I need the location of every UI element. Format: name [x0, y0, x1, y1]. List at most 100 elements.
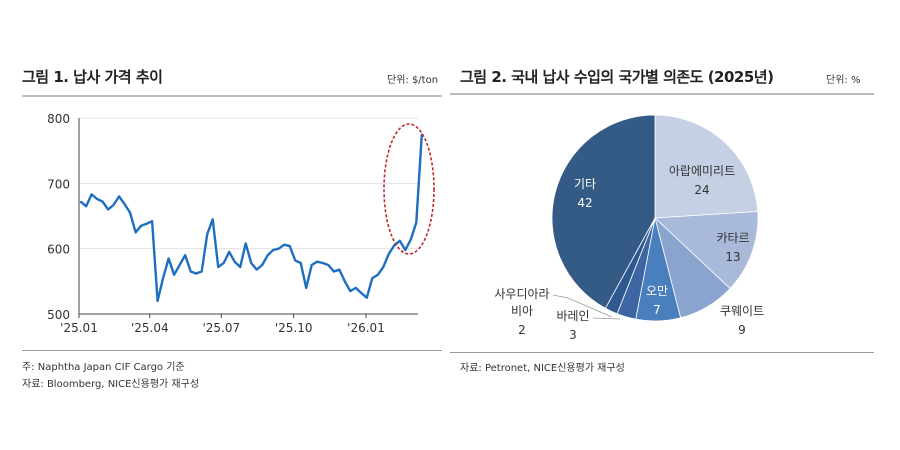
x-tick-label: '25.01 — [60, 321, 98, 335]
data-point — [327, 264, 330, 266]
data-point — [173, 274, 175, 276]
left-top-rule — [22, 95, 442, 97]
slice-label: 비아 — [511, 304, 533, 318]
data-point — [310, 264, 313, 266]
data-point — [123, 203, 126, 206]
data-point — [332, 270, 335, 273]
data-point — [129, 211, 131, 214]
slice-label: 카타르 — [716, 231, 749, 245]
right-chart-title: 그림 2. 국내 납사 수입의 국가별 의존도 (2025년) — [460, 68, 774, 86]
data-point — [321, 262, 324, 264]
data-point — [294, 259, 297, 262]
data-point — [299, 262, 302, 264]
data-point — [376, 274, 379, 276]
data-point — [90, 193, 93, 196]
data-point — [404, 249, 407, 251]
x-tick-label: '26.01 — [347, 321, 385, 335]
data-point — [162, 277, 164, 279]
data-point — [255, 268, 258, 271]
leader-line-bahrain — [592, 317, 621, 320]
right-source: 자료: Petronet, NICE신용평가 재구성 — [460, 363, 625, 374]
data-point — [393, 244, 396, 247]
data-point — [101, 200, 104, 203]
data-point — [222, 262, 225, 264]
y-tick-label: 800 — [47, 112, 70, 126]
left-bottom-rule — [22, 350, 442, 351]
data-point — [195, 272, 197, 275]
data-point — [283, 243, 286, 246]
data-point — [79, 200, 82, 203]
price-series-line — [79, 134, 423, 303]
data-point — [244, 242, 247, 245]
data-point — [343, 280, 346, 283]
data-point — [305, 287, 308, 289]
data-point — [338, 268, 341, 271]
slice-label: 기타 — [574, 177, 596, 191]
data-point — [277, 247, 280, 250]
data-point — [118, 195, 120, 198]
data-point — [399, 240, 401, 242]
y-tick-label: 700 — [47, 177, 70, 191]
slice-value: 24 — [694, 183, 709, 197]
right-bottom-rule — [450, 352, 874, 353]
left-source: 자료: Bloomberg, NICE신용평가 재구성 — [22, 379, 200, 390]
slice-value: 42 — [577, 196, 592, 210]
x-tick-label: '25.07 — [202, 321, 240, 335]
data-point — [107, 208, 109, 211]
data-point — [156, 300, 159, 302]
slice-value: 13 — [725, 250, 740, 264]
data-point — [266, 254, 269, 256]
x-tick-label: '25.04 — [131, 321, 169, 335]
pie-slice — [654, 211, 759, 290]
data-point — [184, 254, 186, 256]
data-point — [382, 266, 385, 268]
data-point — [410, 238, 412, 241]
data-point — [288, 245, 291, 247]
slice-value: 7 — [653, 303, 661, 317]
data-point — [178, 264, 181, 266]
slice-value: 3 — [569, 328, 577, 342]
data-point — [360, 292, 363, 294]
data-point — [206, 233, 208, 236]
pie-slice — [654, 114, 759, 219]
data-point — [211, 218, 214, 221]
data-point — [112, 204, 115, 206]
data-point — [189, 270, 192, 273]
data-point — [354, 287, 357, 289]
right-top-rule — [450, 93, 874, 95]
data-point — [250, 262, 252, 264]
data-point — [167, 257, 170, 260]
left-chart-title: 그림 1. 납사 가격 추이 — [22, 68, 163, 86]
slice-label: 오만 — [646, 284, 668, 298]
data-point — [217, 266, 219, 268]
slice-value: 9 — [738, 323, 746, 337]
pie-slice — [551, 114, 656, 309]
data-point — [349, 290, 352, 292]
data-point — [96, 198, 98, 200]
slice-label: 바레인 — [556, 309, 589, 323]
data-point — [272, 249, 275, 251]
x-tick-label: '25.10 — [275, 321, 313, 335]
data-point — [85, 205, 87, 207]
naphtha-price-line-chart: 500 600 700 800 '25.01 '25.04 '25.07 '25.10 '26.… — [47, 112, 435, 335]
data-point — [365, 296, 368, 299]
y-tick-label: 600 — [47, 243, 70, 257]
data-point — [233, 260, 236, 263]
slice-label: 사우디아라 — [494, 287, 549, 301]
slice-label: 아랍에미리트 — [669, 164, 735, 178]
data-point — [200, 270, 203, 273]
data-point — [228, 251, 230, 253]
data-point — [316, 260, 319, 263]
data-point — [239, 266, 241, 268]
data-point — [151, 220, 153, 223]
data-point — [145, 223, 148, 225]
data-point — [140, 225, 142, 227]
right-chart-unit: 단위: % — [826, 75, 861, 86]
data-point — [371, 277, 374, 279]
data-point — [388, 253, 390, 255]
highlight-ellipse — [383, 123, 435, 255]
y-tick-label: 500 — [47, 308, 70, 322]
left-chart-unit: 단위: $/ton — [387, 75, 439, 86]
leader-line-saudi — [552, 294, 613, 318]
